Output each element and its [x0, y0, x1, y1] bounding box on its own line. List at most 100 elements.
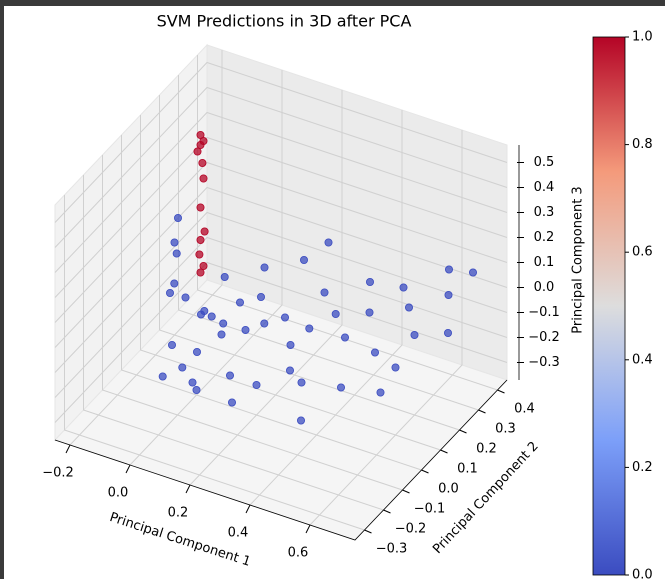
y-tick-label: 0.2 — [476, 442, 497, 457]
point — [280, 313, 289, 322]
point — [195, 250, 204, 259]
point — [217, 330, 226, 339]
point — [173, 213, 182, 222]
z-tick-label: 0.0 — [534, 280, 555, 295]
point — [241, 325, 250, 334]
point — [444, 290, 453, 299]
y-tick-label: −0.1 — [414, 502, 446, 517]
y-tick-label: −0.2 — [395, 522, 427, 537]
point — [178, 363, 187, 372]
grid-line — [159, 95, 460, 431]
point — [200, 227, 209, 236]
point — [320, 288, 329, 297]
point — [297, 378, 306, 387]
grid-line — [54, 86, 508, 248]
window-bar — [0, 0, 665, 6]
point — [196, 130, 205, 139]
point — [165, 288, 174, 297]
point — [170, 238, 179, 247]
grid-line — [178, 75, 479, 411]
chart-title: SVM Predictions in 3D after PCA — [157, 12, 412, 31]
point — [170, 279, 179, 288]
x-tick-label: −0.2 — [42, 466, 74, 481]
point — [167, 340, 176, 349]
window-edge — [0, 6, 4, 579]
y-tick-label: 0.3 — [495, 422, 516, 437]
z-tick-label: 0.3 — [534, 205, 555, 220]
axis-edge — [54, 379, 508, 541]
point — [365, 308, 374, 317]
point — [444, 265, 453, 274]
grid-line — [54, 111, 508, 273]
x-tick-label: 0.0 — [108, 486, 129, 501]
point — [305, 324, 314, 333]
x-tick-label: 0.6 — [288, 546, 309, 561]
z-tick-label: 0.1 — [534, 255, 555, 270]
point — [199, 261, 208, 270]
y-tick-label: 0.1 — [457, 462, 478, 477]
point — [324, 238, 333, 247]
point — [285, 366, 294, 375]
point — [336, 383, 345, 392]
panes — [54, 43, 508, 541]
point — [286, 340, 295, 349]
grid-line — [54, 136, 508, 298]
grid-line — [54, 211, 508, 373]
grid-line — [54, 261, 508, 423]
point — [207, 312, 216, 321]
x-tick — [65, 444, 71, 454]
grid-line — [121, 135, 422, 471]
grid-line — [54, 61, 508, 223]
point — [196, 235, 205, 244]
point — [172, 249, 181, 258]
grid-line — [64, 195, 365, 531]
grid-line — [69, 50, 223, 446]
point — [256, 292, 265, 301]
y-tick-label: 0.4 — [514, 402, 535, 417]
point — [331, 309, 340, 318]
point — [399, 283, 408, 292]
point — [260, 263, 269, 272]
grid-line — [249, 110, 403, 506]
point — [196, 268, 205, 277]
colorbar-tick-label: 0.0 — [632, 568, 653, 579]
y-tick — [421, 469, 429, 474]
x-tick-label: 0.4 — [228, 526, 249, 541]
grid-line — [102, 155, 403, 491]
x-tick — [305, 524, 311, 534]
point — [227, 398, 236, 407]
z-axis-label: Principal Component 3 — [571, 186, 586, 333]
x-tick — [245, 504, 251, 514]
grid-line — [54, 161, 508, 323]
point — [404, 303, 413, 312]
point — [235, 298, 244, 307]
point — [199, 174, 208, 183]
x-tick — [125, 464, 131, 474]
y-axis-label: Principal Component 2 — [430, 439, 542, 557]
point — [225, 371, 234, 380]
point — [196, 310, 205, 319]
z-tick-label: −0.2 — [528, 330, 560, 345]
point — [192, 385, 201, 394]
point — [220, 272, 229, 281]
point — [196, 203, 205, 212]
y-tick — [497, 389, 505, 394]
z-tick-label: −0.1 — [528, 305, 560, 320]
point — [376, 388, 385, 397]
z-tick-label: 0.2 — [534, 230, 555, 245]
x-tick-label: 0.2 — [168, 506, 189, 521]
x-tick — [185, 484, 191, 494]
grid-line — [140, 115, 441, 451]
y-tick — [402, 489, 410, 494]
point — [193, 147, 202, 156]
colorbar-tick-label: 0.4 — [632, 352, 653, 367]
point — [370, 348, 379, 357]
y-tick — [383, 509, 391, 514]
point — [468, 268, 477, 277]
grid-line — [189, 90, 343, 486]
grid-line — [54, 186, 508, 348]
z-tick-label: −0.3 — [528, 355, 560, 370]
colorbar-tick-label: 0.6 — [632, 245, 653, 260]
y-tick — [459, 429, 467, 434]
